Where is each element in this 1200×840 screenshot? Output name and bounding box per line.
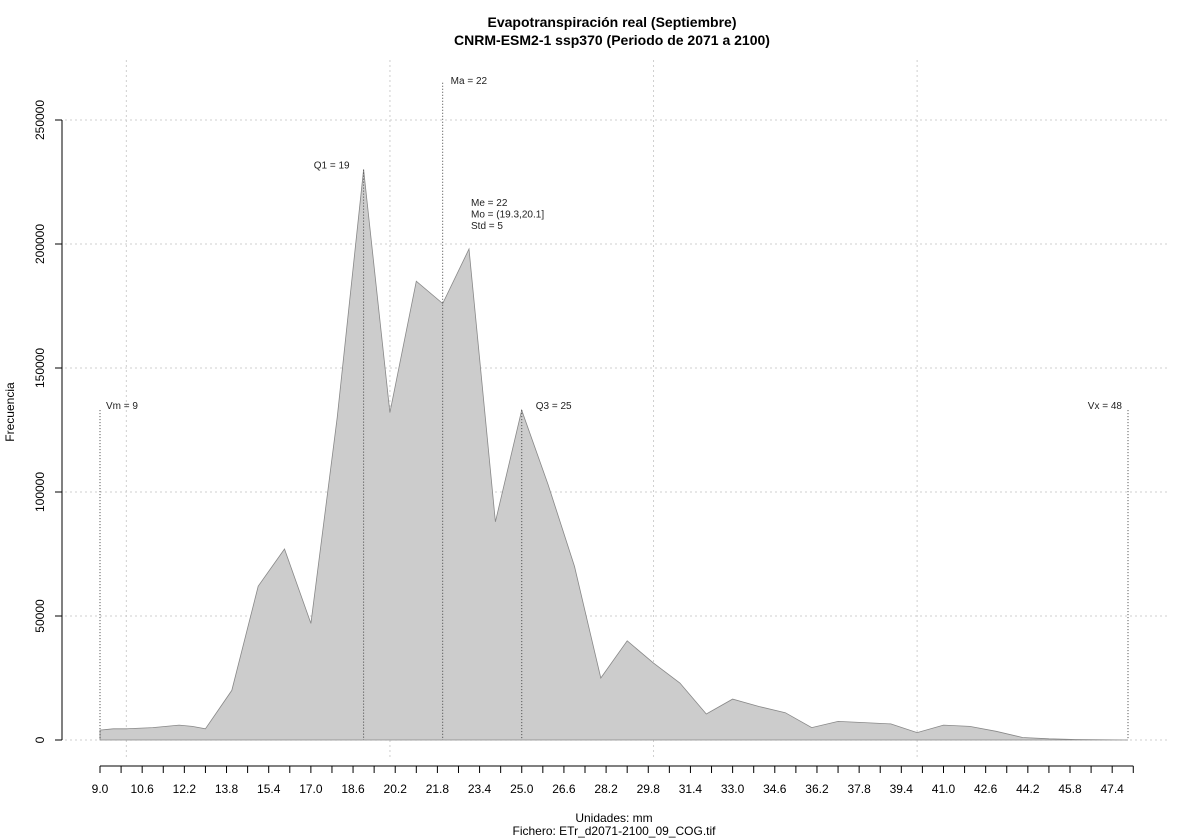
x-tick-label-18: 37.8: [847, 782, 871, 796]
x-tick-label-3: 13.8: [215, 782, 239, 796]
x-tick-label-14: 31.4: [679, 782, 703, 796]
x-tick-label-4: 15.4: [257, 782, 281, 796]
x-tick-label-15: 33.0: [721, 782, 745, 796]
marker-label-0: Vm = 9: [106, 401, 138, 412]
chart-title: Evapotranspiración real (Septiembre): [488, 14, 737, 30]
x-tick-label-7: 20.2: [384, 782, 408, 796]
x-tick-label-12: 28.2: [594, 782, 618, 796]
y-tick-label-2: 100000: [33, 472, 47, 512]
y-tick-label-1: 50000: [33, 599, 47, 633]
x-tick-label-22: 44.2: [1016, 782, 1040, 796]
data-area: [99, 169, 1129, 741]
stats-line-0: Me = 22: [471, 198, 508, 209]
y-tick-label-4: 200000: [33, 224, 47, 264]
x-axis-label: Unidades: mm: [575, 811, 652, 825]
x-tick-label-6: 18.6: [341, 782, 365, 796]
x-tick-label-23: 45.8: [1058, 782, 1082, 796]
x-tick-label-24: 47.4: [1101, 782, 1125, 796]
x-tick-label-9: 23.4: [468, 782, 492, 796]
x-tick-label-21: 42.6: [974, 782, 998, 796]
marker-label-1: Vx = 48: [1088, 401, 1123, 412]
marker-label-3: Ma = 22: [451, 76, 488, 87]
stats-line-2: Std = 5: [471, 221, 503, 232]
y-tick-label-5: 250000: [33, 100, 47, 140]
x-tick-label-8: 21.8: [426, 782, 450, 796]
x-tick-label-16: 34.6: [763, 782, 787, 796]
x-tick-label-19: 39.4: [890, 782, 914, 796]
x-tick-label-5: 17.0: [299, 782, 323, 796]
marker-label-2: Q1 = 19: [314, 161, 350, 172]
x-tick-label-1: 10.6: [130, 782, 154, 796]
x-tick-label-10: 25.0: [510, 782, 534, 796]
marker-label-4: Q3 = 25: [536, 401, 572, 412]
y-tick-label-3: 150000: [33, 348, 47, 388]
y-axis-label: Frecuencia: [3, 382, 17, 442]
caption: Fichero: ETr_d2071-2100_09_COG.tif: [513, 824, 717, 838]
markers: Vm = 9 Vx = 48 Q1 = 19 Ma = 22 Q3 = 25: [99, 76, 1129, 740]
y-tick-label-0: 0: [33, 736, 47, 743]
x-tick-label-20: 41.0: [932, 782, 956, 796]
x-tick-label-17: 36.2: [805, 782, 829, 796]
x-axis: 9.0 10.6 12.2 13.8 15.4 17.0 18.6 20.2 21.8 23.4 2…: [92, 765, 1134, 796]
x-tick-label-11: 26.6: [552, 782, 576, 796]
y-axis: 0 50000 100000 150000 200000 250000: [33, 100, 63, 743]
x-tick-label-13: 29.8: [637, 782, 661, 796]
x-tick-label-0: 9.0: [92, 782, 109, 796]
chart-subtitle: CNRM-ESM2-1 ssp370 (Periodo de 2071 a 21…: [454, 32, 770, 48]
stats-line-1: Mo = (19.3,20.1]: [471, 210, 544, 221]
x-tick-label-2: 12.2: [173, 782, 197, 796]
